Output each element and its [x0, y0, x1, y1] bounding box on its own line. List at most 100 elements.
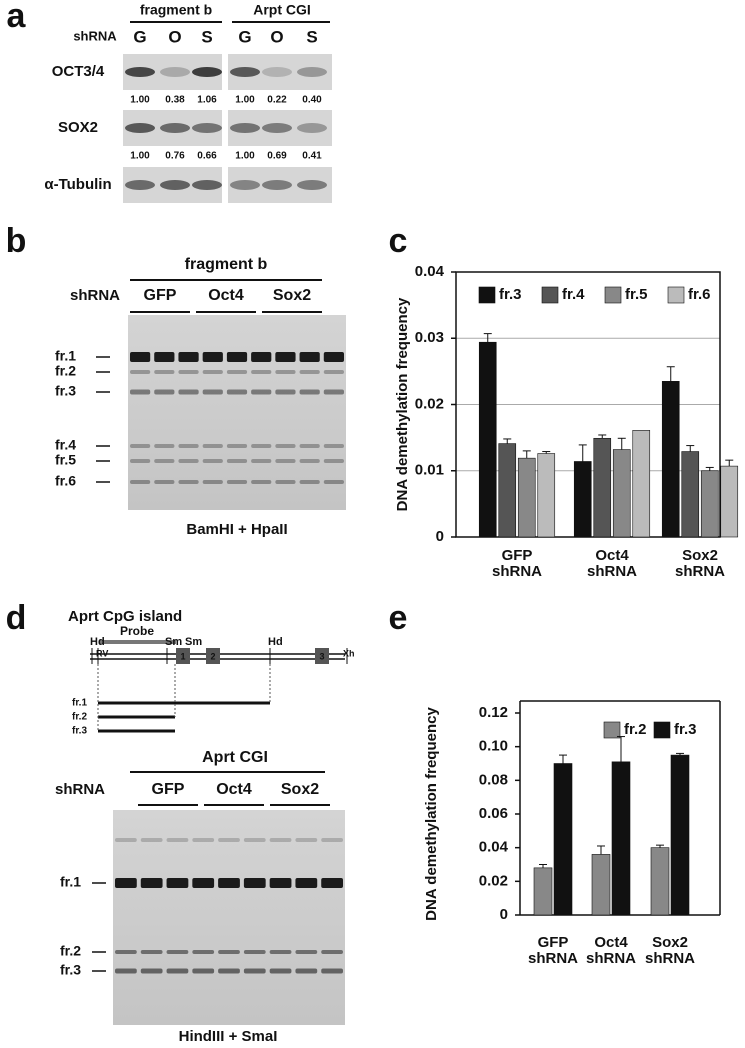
- blot-label: SOX2: [58, 119, 98, 136]
- panel-label: b: [6, 222, 27, 260]
- blot-band: [160, 67, 190, 77]
- blot-label: α-Tubulin: [44, 176, 111, 193]
- gel-band: [166, 878, 189, 888]
- quantification: 1.00: [130, 95, 150, 106]
- blot-band: [262, 180, 292, 190]
- gel-band: [166, 950, 189, 954]
- band-label: fr.1: [60, 874, 81, 890]
- gel-band: [275, 370, 296, 374]
- y-tick-label: 0.10: [479, 738, 508, 755]
- gel-band: [130, 444, 151, 448]
- gel-band: [226, 459, 248, 463]
- blot-band: [160, 180, 190, 190]
- gel-band: [166, 968, 189, 974]
- y-tick-label: 0.12: [479, 704, 508, 721]
- gel-band: [243, 838, 266, 842]
- legend-swatch: [667, 286, 685, 304]
- probe-label: Probe: [120, 624, 154, 638]
- restriction-site: Hd: [268, 636, 283, 648]
- gel-band: [243, 968, 266, 974]
- fragment-label: fr.1: [72, 698, 87, 709]
- row-header: shRNA: [55, 781, 105, 798]
- probe-bar: [100, 640, 176, 644]
- gel-band: [269, 950, 292, 954]
- gel-band: [251, 480, 272, 484]
- blot-band: [297, 123, 327, 133]
- blot-band: [230, 180, 260, 190]
- y-tick-label: 0: [436, 528, 444, 545]
- legend-swatch: [604, 286, 622, 304]
- x-tick-label: Oct4 shRNA: [586, 547, 637, 580]
- band-label: fr.1: [55, 348, 76, 364]
- error-bar: [617, 736, 625, 762]
- legend-swatch: [478, 286, 496, 304]
- group-label: Sox2: [273, 287, 311, 304]
- bar: [611, 761, 631, 916]
- y-tick-label: 0.04: [415, 263, 445, 280]
- bar: [681, 451, 700, 538]
- gel-band: [299, 459, 320, 463]
- band-label: fr.2: [55, 363, 76, 379]
- gel-band: [251, 352, 272, 362]
- gel-band: [202, 352, 223, 362]
- gel-band: [154, 444, 175, 448]
- y-axis-title: DNA demethylation frequency: [394, 297, 411, 511]
- band-label: fr.5: [55, 452, 76, 468]
- gel-band: [130, 389, 151, 395]
- group-label: GFP: [152, 781, 185, 798]
- gel-band: [226, 480, 248, 484]
- row-header: shRNA: [73, 28, 117, 43]
- error-bar: [656, 844, 664, 848]
- group-label: Sox2: [281, 781, 319, 798]
- map-title: Aprt CpG island: [68, 608, 182, 625]
- band-label: fr.4: [55, 437, 76, 453]
- y-tick-label: 0.03: [415, 329, 444, 346]
- gel-band: [130, 352, 151, 362]
- panel-label: a: [7, 0, 27, 35]
- gel-band: [243, 878, 266, 888]
- legend-swatch: [603, 721, 621, 739]
- lane-label: S: [201, 27, 212, 46]
- blot-band: [230, 67, 260, 77]
- column-header: Aprt CGI: [202, 749, 268, 766]
- gel-band: [269, 878, 292, 888]
- gel-band: [226, 444, 248, 448]
- bar: [478, 341, 497, 538]
- gel-band: [251, 370, 272, 374]
- restriction-site: Sm: [185, 636, 202, 648]
- blot-band: [262, 123, 292, 133]
- error-bar: [578, 444, 587, 462]
- y-tick-label: 0: [500, 906, 508, 923]
- error-bar: [617, 437, 626, 450]
- lane-label: G: [133, 27, 146, 46]
- error-bar: [542, 451, 551, 454]
- quantification: 1.00: [235, 151, 255, 162]
- x-tick-label: GFP shRNA: [491, 547, 542, 580]
- gel-band: [295, 968, 318, 974]
- gel-band: [218, 950, 240, 954]
- column-header: fragment b: [140, 2, 212, 18]
- bar: [553, 763, 573, 916]
- gel-band: [251, 444, 272, 448]
- gel-band: [178, 459, 199, 463]
- gel-band: [251, 459, 272, 463]
- gel-band: [115, 968, 137, 974]
- group-label: Oct4: [208, 287, 244, 304]
- y-tick-label: 0.04: [479, 839, 509, 856]
- lane-label: O: [168, 27, 181, 46]
- bar: [498, 443, 517, 538]
- blot-band: [230, 123, 260, 133]
- x-tick-label: Sox2 shRNA: [644, 934, 695, 967]
- y-tick-label: 0.06: [479, 805, 508, 822]
- restriction-site: Xh: [343, 648, 355, 658]
- panel-label: d: [6, 599, 27, 637]
- quantification: 0.22: [267, 95, 287, 106]
- gel-band: [202, 459, 223, 463]
- gel-band: [323, 389, 344, 395]
- gel-band: [299, 370, 320, 374]
- x-tick-label: Sox2 shRNA: [674, 547, 725, 580]
- band-label: fr.3: [60, 962, 81, 978]
- gel-band: [243, 950, 266, 954]
- gel-band: [323, 444, 344, 448]
